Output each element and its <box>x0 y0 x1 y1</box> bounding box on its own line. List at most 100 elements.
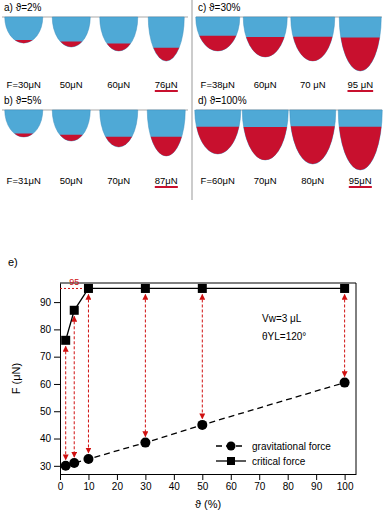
underline <box>155 186 178 188</box>
legend-label: critical force <box>252 456 306 467</box>
x-tick: 100 <box>337 474 354 492</box>
data-point <box>141 284 150 293</box>
x-tick-mark <box>231 474 232 480</box>
force-label: F=31μN <box>7 175 41 186</box>
droplet-body <box>339 17 381 71</box>
y-tick: 50 <box>40 406 60 417</box>
droplet-body <box>338 110 382 170</box>
x-tick-label: 20 <box>112 481 124 492</box>
y-tick-mark <box>54 329 60 330</box>
droplet-red <box>196 127 239 154</box>
annotation: 95 <box>69 277 79 287</box>
force-label: 60μN <box>107 79 130 90</box>
x-tick: 90 <box>311 474 323 492</box>
annotation: θYL=120° <box>262 331 306 342</box>
figure: a) ϑ=2%F=30μN50μN60μN76μNb) ϑ=5%F=31μN50… <box>0 0 384 516</box>
force-label: 60μN <box>254 79 277 90</box>
x-tick: 20 <box>112 474 124 492</box>
x-tick-label: 10 <box>83 481 95 492</box>
droplet-body <box>5 17 43 43</box>
droplet <box>242 110 288 160</box>
y-tick-label: 50 <box>40 406 52 417</box>
difference-arrow <box>145 294 146 436</box>
force-label: 50μN <box>60 79 83 90</box>
droplet <box>147 110 185 156</box>
droplet-body <box>243 17 287 57</box>
x-tick-label: 40 <box>169 481 181 492</box>
data-point <box>197 420 207 430</box>
x-tick-label: 30 <box>140 481 152 492</box>
y-tick: 90 <box>40 297 60 308</box>
x-tick: 60 <box>226 474 238 492</box>
droplet-body <box>147 110 185 156</box>
force-label: 70 μN <box>300 79 326 90</box>
plot-area <box>60 284 350 471</box>
data-point <box>340 378 350 388</box>
data-point <box>198 284 207 293</box>
force-label: 95μN <box>349 175 372 186</box>
force-label: 80μN <box>301 175 324 186</box>
data-point <box>69 458 79 468</box>
panel-label: b) ϑ=5% <box>4 95 42 106</box>
y-tick-label: 30 <box>40 461 52 472</box>
droplet-red <box>293 37 332 61</box>
droplet-red <box>15 40 33 43</box>
droplet-body <box>100 17 138 51</box>
droplet-body <box>196 17 240 51</box>
droplet-red <box>291 126 335 164</box>
force-label: 50μN <box>60 175 83 186</box>
legend-key-marker <box>227 457 235 465</box>
data-point <box>83 454 93 464</box>
x-tick: 70 <box>254 474 266 492</box>
droplet-red <box>246 37 284 57</box>
panel-label: c) ϑ=30% <box>198 2 241 13</box>
droplet <box>290 110 336 164</box>
droplet <box>291 17 335 61</box>
legend-label: gravitational force <box>252 441 331 452</box>
difference-arrow <box>65 346 66 460</box>
x-tick-label: 0 <box>58 481 64 492</box>
droplet <box>100 17 138 51</box>
y-tick-mark <box>54 439 60 440</box>
droplet-red <box>60 135 83 141</box>
underline <box>349 186 372 188</box>
y-tick-label: 60 <box>40 379 52 390</box>
x-tick-label: 60 <box>226 481 238 492</box>
y-tick-mark <box>54 384 60 385</box>
difference-arrow <box>74 316 75 457</box>
droplet-red <box>14 133 33 137</box>
panel: d) ϑ=100%F=60μN70μN80μN95μN <box>195 95 383 187</box>
droplet-body <box>100 110 138 147</box>
droplet-red <box>151 137 182 156</box>
droplet-red <box>244 127 287 160</box>
droplet-body <box>290 110 336 164</box>
force-label: F=30μN <box>7 79 41 90</box>
y-axis-title: F (μN) <box>10 363 22 394</box>
difference-arrow <box>88 294 89 453</box>
underline <box>155 90 178 92</box>
droplet-red <box>199 36 236 51</box>
data-point <box>140 438 150 448</box>
droplet-red <box>107 44 131 51</box>
panel: c) ϑ=30%F=38μN60μN70 μN95 μN <box>196 2 382 91</box>
legend: gravitational force critical force <box>216 441 331 467</box>
force-label: 76μN <box>155 79 178 90</box>
chart-title: e) <box>8 256 18 268</box>
difference-arrow <box>202 294 203 418</box>
frame <box>356 283 357 474</box>
droplet <box>5 110 43 137</box>
x-tick-mark <box>288 474 289 480</box>
force-label: F=60μN <box>201 175 235 186</box>
droplet-red <box>106 137 132 147</box>
force-label: 70μN <box>107 175 130 186</box>
force-label: F=38μN <box>201 79 235 90</box>
force-label: 70μN <box>254 175 277 186</box>
droplet <box>196 17 240 51</box>
force-label: 87μN <box>155 175 178 186</box>
droplet <box>5 17 43 43</box>
annotation: Vw=3 μL <box>262 313 302 324</box>
x-tick-label: 80 <box>283 481 295 492</box>
y-tick: 80 <box>40 324 60 335</box>
x-tick-mark <box>117 474 118 480</box>
x-tick-mark <box>145 474 146 480</box>
